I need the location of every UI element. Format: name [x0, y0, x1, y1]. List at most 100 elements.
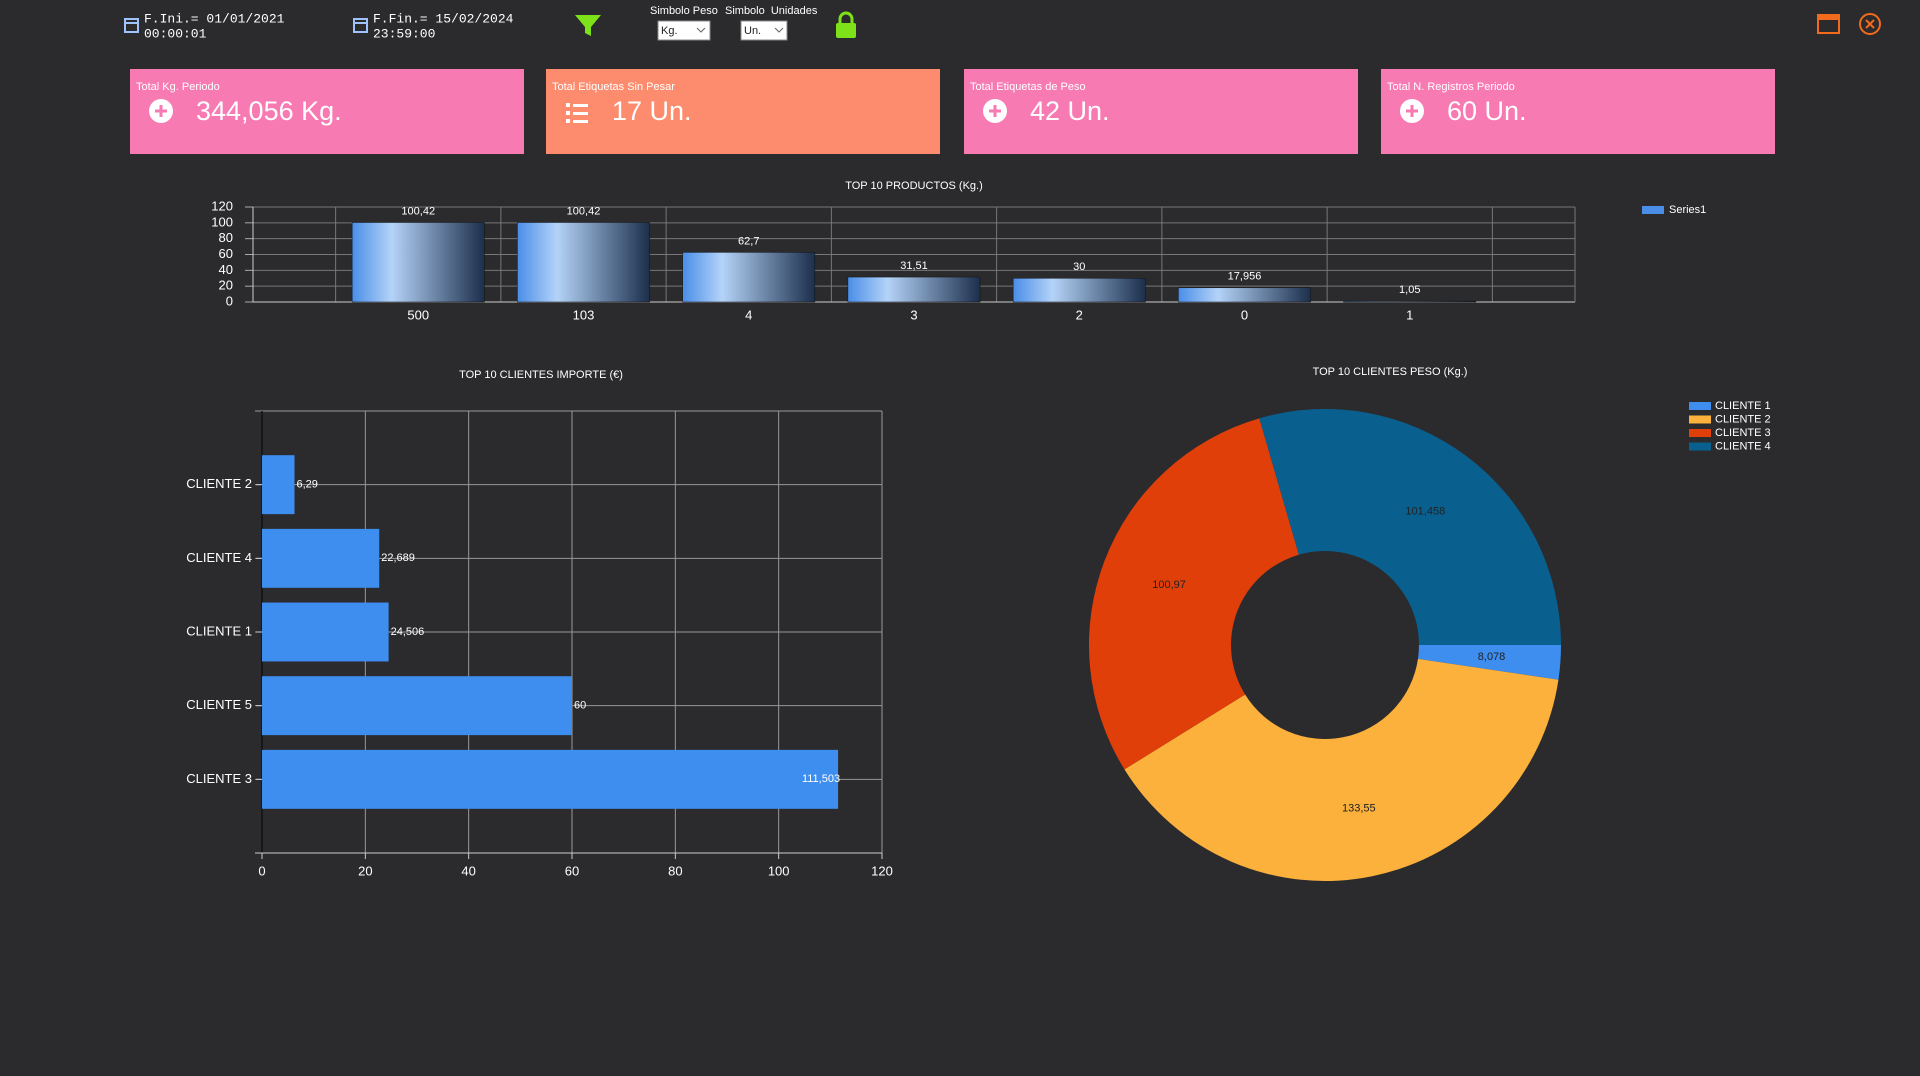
units-symbol-label: Simbolo Unidades — [725, 5, 818, 17]
bar — [517, 222, 650, 303]
x-tick-label: 100 — [768, 863, 790, 878]
data-label: 133,55 — [1342, 802, 1376, 814]
card-value: 344,056 Kg. — [196, 96, 342, 126]
bar — [262, 602, 389, 662]
x-tick-label: 4 — [745, 307, 752, 322]
legend-swatch — [1689, 402, 1711, 410]
legend-swatch — [1689, 442, 1711, 451]
calendar-icon[interactable] — [353, 18, 368, 33]
data-label: 100,42 — [401, 205, 435, 217]
list-icon — [573, 120, 588, 123]
x-tick-label: 120 — [871, 863, 893, 878]
list-icon — [566, 111, 570, 115]
y-tick-label: 20 — [219, 278, 233, 293]
plus-icon — [155, 105, 167, 117]
bar — [1343, 300, 1477, 303]
list-icon — [573, 112, 588, 115]
y-tick-label: 100 — [211, 214, 233, 229]
weight-dropdown[interactable] — [657, 20, 711, 41]
data-label: 100,42 — [567, 205, 601, 217]
calendar-icon[interactable] — [124, 18, 139, 33]
y-tick-label: CLIENTE 3 — [186, 771, 252, 786]
data-label: 17,956 — [1228, 271, 1262, 283]
card-title: Total Etiquetas de Peso — [970, 81, 1086, 93]
chart-title: TOP 10 PRODUCTOS (Kg.) — [845, 180, 983, 192]
summary-card — [130, 69, 524, 154]
y-tick-label: 0 — [226, 293, 233, 308]
x-tick-label: 2 — [1076, 307, 1083, 322]
x-tick-label: 0 — [258, 863, 265, 878]
bar — [262, 455, 295, 515]
donut-slice — [1124, 658, 1559, 882]
plus-icon — [1406, 105, 1418, 117]
data-label: 111,503 — [802, 773, 840, 785]
filter-icon[interactable] — [575, 15, 601, 36]
data-label: 60 — [574, 700, 586, 712]
bar — [1178, 287, 1311, 303]
end-time: 23:59:00 — [373, 26, 435, 41]
donut-slice — [1259, 409, 1561, 645]
data-label: 31,51 — [900, 260, 928, 272]
card-title: Total Kg. Periodo — [136, 81, 220, 93]
weight-symbol-label: Simbolo Peso — [650, 5, 718, 17]
units-symbol: Un. — [744, 25, 761, 37]
data-label: 6,29 — [296, 479, 317, 491]
legend-label: CLIENTE 2 — [1715, 413, 1771, 425]
card-value: 60 Un. — [1447, 96, 1527, 126]
list-icon — [573, 104, 588, 107]
x-tick-label: 1 — [1406, 307, 1413, 322]
close-button[interactable] — [1859, 13, 1881, 35]
y-tick-label: CLIENTE 5 — [186, 697, 252, 712]
y-tick-label: 60 — [219, 246, 233, 261]
chart-title: TOP 10 CLIENTES IMPORTE (€) — [459, 369, 623, 381]
card-value: 17 Un. — [612, 96, 692, 126]
maximize-button[interactable] — [1817, 14, 1840, 34]
legend-label: CLIENTE 3 — [1715, 427, 1771, 439]
data-label: 8,078 — [1478, 651, 1506, 663]
chart-title: TOP 10 CLIENTES PESO (Kg.) — [1313, 366, 1468, 378]
weight-symbol: Kg. — [661, 25, 678, 37]
legend-label: Series1 — [1669, 204, 1706, 216]
data-label: 24,506 — [391, 626, 425, 638]
y-tick-label: 40 — [219, 262, 233, 277]
units-dropdown[interactable] — [740, 20, 788, 41]
y-tick-label: CLIENTE 2 — [186, 476, 252, 491]
legend-label: CLIENTE 1 — [1715, 400, 1771, 412]
legend-label: CLIENTE 4 — [1715, 440, 1771, 452]
y-tick-label: 80 — [219, 230, 233, 245]
x-tick-label: 3 — [910, 307, 917, 322]
data-label: 22,689 — [381, 552, 415, 564]
x-tick-label: 80 — [668, 863, 682, 878]
end-date: F.Fin.= 15/02/2024 — [373, 11, 514, 26]
legend-swatch — [1642, 206, 1664, 214]
card-value: 42 Un. — [1030, 96, 1110, 126]
x-tick-label: 500 — [407, 307, 429, 322]
donut-slice — [1417, 645, 1561, 680]
x-tick-label: 0 — [1241, 307, 1248, 322]
legend-swatch — [1689, 415, 1711, 424]
card-title: Total Etiquetas Sin Pesar — [552, 81, 675, 93]
y-tick-label: 120 — [211, 198, 233, 213]
data-label: 1,05 — [1399, 284, 1420, 296]
x-tick-label: 40 — [461, 863, 475, 878]
start-time: 00:00:01 — [144, 26, 207, 41]
bar — [262, 676, 572, 736]
summary-card — [1381, 69, 1775, 154]
bar — [847, 276, 981, 303]
x-tick-label: 103 — [573, 307, 595, 322]
dropdown-arrow — [774, 27, 784, 33]
list-icon — [566, 119, 570, 123]
donut-slice — [1089, 418, 1299, 770]
bar — [262, 749, 839, 809]
data-label: 101,458 — [1405, 505, 1445, 517]
data-label: 62,7 — [738, 235, 759, 247]
data-label: 100,97 — [1152, 579, 1186, 591]
dropdown-arrow — [696, 27, 706, 33]
lock-icon[interactable] — [836, 11, 856, 38]
data-label: 30 — [1073, 261, 1085, 273]
summary-card — [964, 69, 1358, 154]
x-tick-label: 60 — [565, 863, 579, 878]
bar — [351, 222, 485, 303]
